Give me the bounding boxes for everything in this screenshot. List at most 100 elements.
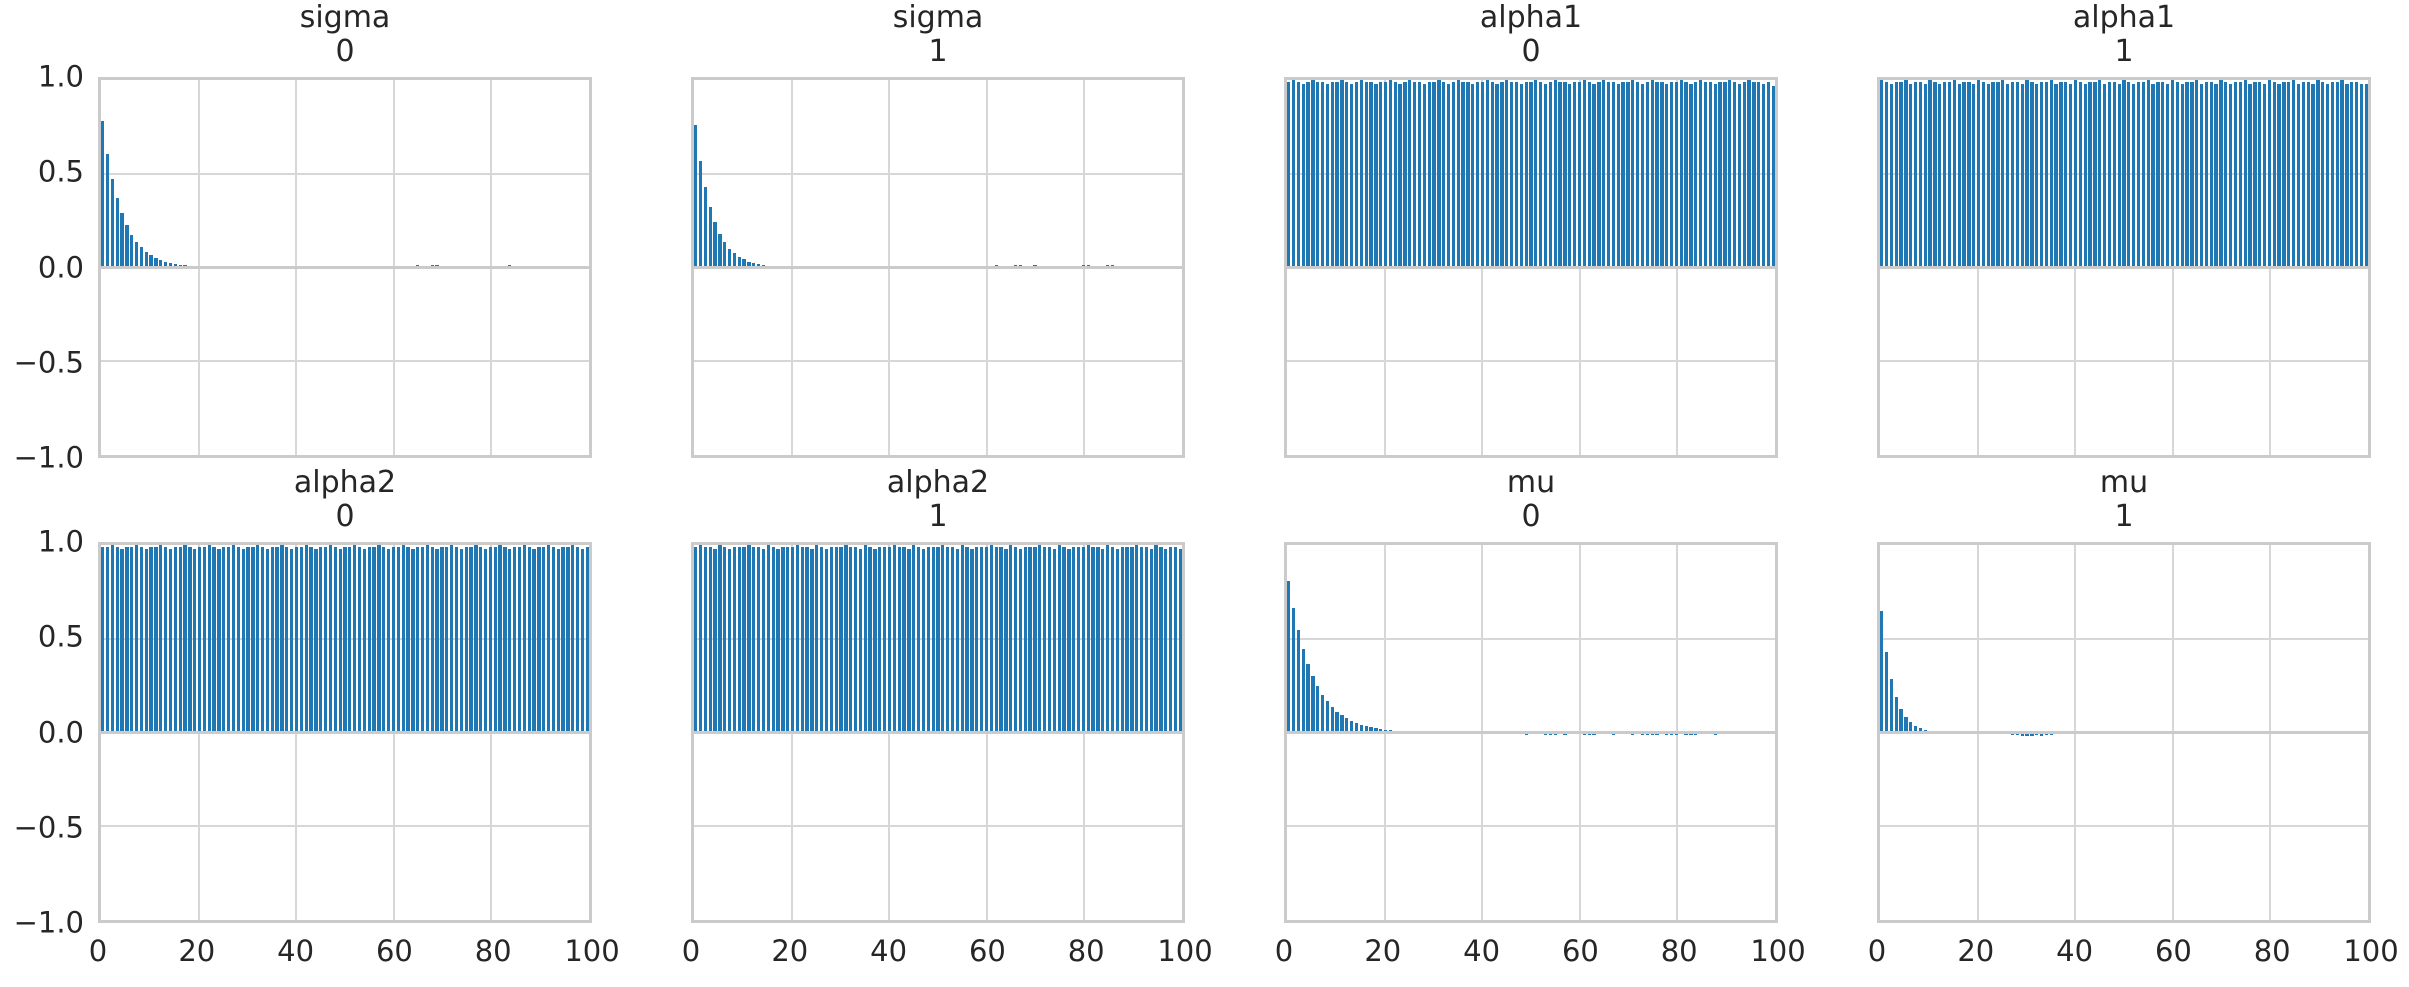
autocorr-bar: [1757, 81, 1761, 268]
autocorr-bar: [844, 545, 848, 733]
autocorr-bar: [1904, 717, 1908, 733]
autocorr-bar: [1713, 83, 1717, 268]
subplot-chain-label: 0: [335, 34, 355, 69]
autocorr-bar: [1330, 707, 1334, 733]
autocorr-bar: [1587, 81, 1591, 268]
autocorr-bar: [105, 546, 110, 733]
autocorr-bar: [853, 546, 858, 733]
subplot-title: alpha1: [1479, 0, 1583, 35]
autocorr-bar: [1091, 546, 1095, 733]
autocorr-bar: [1135, 545, 1139, 733]
autocorr-bar: [1524, 81, 1528, 268]
subplot-title: alpha2: [886, 465, 990, 500]
gridline-y: [1287, 637, 1775, 640]
autocorr-bar: [1446, 83, 1451, 268]
autocorr-bar: [101, 121, 105, 268]
autocorr-bar: [1345, 718, 1349, 733]
gridline-y: [101, 825, 589, 828]
autocorr-bar: [2330, 81, 2335, 268]
autocorr-bar: [222, 546, 226, 733]
y-tick-label: −0.5: [13, 345, 84, 380]
autocorr-bar: [522, 545, 526, 733]
autocorr-bar: [723, 242, 727, 268]
autocorr-bar: [1723, 81, 1727, 268]
autocorr-bar: [508, 548, 512, 733]
autocorr-bar: [742, 546, 746, 733]
autocorr-bar: [1606, 81, 1611, 268]
autocorr-bar: [723, 546, 727, 733]
autocorr-bar: [1437, 80, 1441, 268]
autocorr-bar: [314, 548, 318, 733]
autocorr-bar: [1296, 630, 1300, 733]
autocorr-bar: [1301, 83, 1305, 268]
autocorr-bar: [2112, 81, 2116, 268]
x-tick-label: 80: [2253, 934, 2291, 968]
plot-area: [1284, 77, 1778, 458]
autocorr-bar: [1655, 81, 1659, 268]
autocorr-bar: [1081, 546, 1086, 733]
autocorr-bar: [795, 545, 800, 733]
x-tick-label: 0: [681, 934, 701, 968]
autocorr-bar: [776, 548, 780, 733]
autocorr-bar: [178, 546, 182, 733]
autocorr-bar: [1597, 81, 1601, 268]
autocorr-bar: [130, 546, 134, 733]
autocorr-bar: [921, 548, 926, 733]
autocorr-bar: [941, 545, 945, 733]
autocorr-bar: [1345, 81, 1349, 268]
x-tick-label: 40: [2056, 934, 2094, 968]
autocorr-bar: [2233, 81, 2238, 268]
autocorr-bar: [2355, 81, 2359, 268]
autocorr-bar: [703, 187, 707, 268]
autocorr-bar: [173, 263, 177, 268]
gridline-y: [1287, 825, 1775, 828]
autocorr-bar: [708, 207, 712, 268]
autocorr-bar: [1582, 80, 1586, 268]
autocorr-bar: [2073, 80, 2078, 268]
subplot-chain-label: 0: [1521, 499, 1541, 534]
autocorr-bar: [1539, 81, 1543, 268]
autocorr-bar: [168, 263, 173, 268]
autocorr-bar: [149, 255, 153, 268]
autocorr-bar: [1466, 81, 1470, 268]
autocorr-bar: [1880, 80, 1884, 268]
autocorr-bar: [694, 125, 698, 268]
autocorr-bar: [1957, 83, 1961, 268]
autocorr-bar: [1325, 701, 1330, 733]
autocorr-bar: [1558, 81, 1562, 268]
autocorr-bar: [732, 546, 737, 733]
autocorr-bar: [1442, 81, 1446, 268]
subplot-chain-label: 0: [1521, 34, 1541, 69]
autocorr-bar: [2219, 80, 2223, 268]
autocorr-bar: [1287, 580, 1291, 733]
autocorr-bar: [989, 545, 993, 733]
autocorr-bar: [115, 546, 119, 733]
autocorr-bar: [1918, 81, 1923, 268]
autocorr-bar: [1062, 546, 1066, 733]
subplot-chain-label: 1: [2114, 499, 2134, 534]
autocorr-bar: [1320, 694, 1325, 733]
autocorr-bar: [2253, 81, 2257, 268]
autocorr-bar: [164, 546, 168, 733]
autocorr-bar: [742, 259, 746, 268]
autocorr-bar: [1548, 81, 1553, 268]
autocorr-bar: [810, 548, 814, 733]
autocorr-bar: [270, 546, 274, 733]
autocorr-bar: [1660, 81, 1664, 268]
autocorr-bar: [2287, 81, 2291, 268]
autocorr-bar: [1374, 728, 1378, 733]
autocorr-bar: [1316, 81, 1320, 268]
autocorr-bar: [1432, 81, 1436, 268]
x-tick-label: 100: [1750, 934, 1806, 968]
autocorr-bar: [159, 260, 163, 268]
x-tick-label: 60: [968, 934, 1006, 968]
autocorr-bar: [125, 546, 129, 733]
autocorr-bar: [469, 546, 473, 733]
autocorr-bar: [1042, 546, 1047, 733]
autocorr-bar: [2020, 83, 2024, 268]
autocorr-bar: [2224, 81, 2228, 268]
autocorr-bar: [168, 548, 173, 733]
autocorr-bar: [1359, 724, 1363, 733]
autocorr-bar: [130, 234, 134, 268]
autocorr-bar: [1004, 548, 1008, 733]
